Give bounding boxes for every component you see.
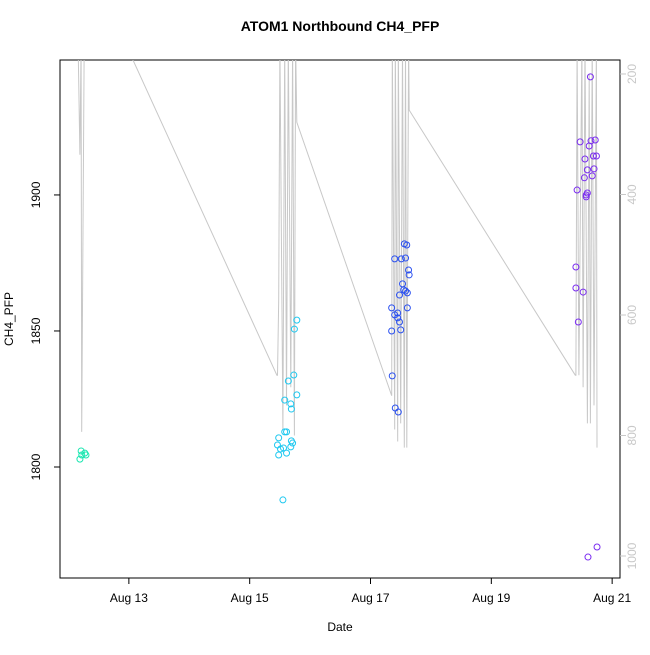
data-point <box>584 553 592 561</box>
data-point <box>81 449 89 457</box>
data-point <box>592 152 600 160</box>
y2-tick-label: 1000 <box>625 542 639 569</box>
data-point <box>275 434 283 442</box>
data-point <box>403 289 411 297</box>
chart-title: ATOM1 Northbound CH4_PFP <box>241 18 440 34</box>
data-point <box>574 318 582 326</box>
data-point <box>403 304 411 312</box>
data-point <box>394 408 402 416</box>
data-point <box>582 193 590 201</box>
data-point <box>576 138 584 146</box>
data-point <box>586 73 594 81</box>
data-point <box>572 284 580 292</box>
data-point <box>396 291 404 299</box>
data-point <box>273 441 281 449</box>
data-point <box>279 496 287 504</box>
data-point <box>290 325 298 333</box>
data-point <box>587 137 595 145</box>
data-point <box>283 449 291 457</box>
data-point <box>591 136 599 144</box>
y2-tick-label: 400 <box>625 184 639 204</box>
data-point <box>293 316 301 324</box>
data-point <box>287 443 295 451</box>
data-point <box>284 377 292 385</box>
data-point <box>405 271 413 279</box>
x-tick-label: Aug 21 <box>593 591 631 605</box>
pressure-line <box>77 60 598 448</box>
x-tick-label: Aug 19 <box>472 591 510 605</box>
data-point <box>402 287 410 295</box>
data-point <box>391 255 399 263</box>
x-tick-label: Aug 13 <box>110 591 148 605</box>
data-point <box>280 444 288 452</box>
data-point <box>590 165 598 173</box>
data-point <box>77 447 85 455</box>
data-point <box>580 174 588 182</box>
data-point <box>583 189 591 197</box>
data-point <box>388 372 396 380</box>
y2-tick-label: 200 <box>625 64 639 84</box>
data-point <box>290 371 298 379</box>
data-point <box>281 396 289 404</box>
y-tick-label: 1900 <box>29 181 43 208</box>
data-point <box>588 172 596 180</box>
data-point <box>394 314 402 322</box>
data-point <box>388 327 396 335</box>
data-point <box>293 391 301 399</box>
data-point <box>287 437 295 445</box>
data-point <box>281 428 289 436</box>
data-point <box>394 309 402 317</box>
line-layer <box>77 60 598 448</box>
plot-frame <box>59 59 621 579</box>
data-point <box>581 155 589 163</box>
data-point <box>572 263 580 271</box>
y2-tick-label: 800 <box>625 425 639 445</box>
data-point <box>583 166 591 174</box>
data-point <box>287 400 295 408</box>
data-point <box>593 543 601 551</box>
data-point <box>582 191 590 199</box>
data-point <box>589 152 597 160</box>
data-point <box>402 254 410 262</box>
data-point <box>397 326 405 334</box>
data-point <box>403 241 411 249</box>
data-point <box>397 255 405 263</box>
data-point <box>82 451 90 459</box>
data-point <box>573 186 581 194</box>
data-point <box>388 304 396 312</box>
y2-tick-label: 600 <box>625 305 639 325</box>
data-point <box>405 266 413 274</box>
data-point <box>396 318 404 326</box>
data-point <box>579 288 587 296</box>
data-point <box>275 451 283 459</box>
y-tick-label: 1850 <box>29 317 43 344</box>
y-axis-label: CH4_PFP <box>2 292 16 346</box>
x-tick-label: Aug 17 <box>351 591 389 605</box>
data-point <box>76 455 84 463</box>
data-point <box>287 405 295 413</box>
x-axis-label: Date <box>327 620 353 634</box>
y-tick-label: 1800 <box>29 453 43 480</box>
x-tick-label: Aug 15 <box>231 591 269 605</box>
data-point <box>283 428 291 436</box>
